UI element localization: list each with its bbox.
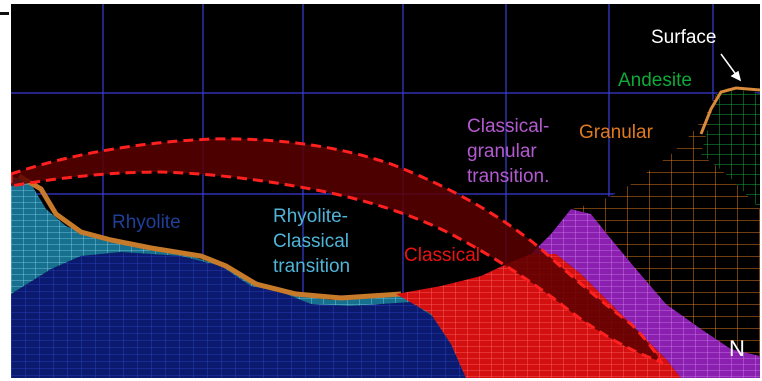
boundary-layer [17,173,402,301]
classical-granular-label-line2: granular [467,141,537,162]
andesite-label: Andesite [618,70,692,91]
andesite-unit [701,88,760,209]
cross-section-diagram [11,4,760,378]
rhyolite-classical-label-line1: Rhyolite- [273,206,348,227]
classical-granular-transition-unit [531,209,760,378]
classical-unit [396,254,681,378]
classical-lens-outline [11,137,665,365]
rhyolite-classical-label-line3: transition [273,256,351,277]
surface-line [699,86,760,135]
surface-label: Surface [651,27,717,48]
classical-granular-label-line1: Classical- [467,116,550,137]
cross-section-panel: Surface Andesite Granular Classical- gra… [11,4,760,378]
north-indicator: N [729,336,745,361]
rhyolite-unit [11,252,491,378]
granular-label: Granular [579,122,653,143]
classical-label: Classical [404,245,481,266]
rhyolite-classical-label-line2: Classical [273,231,350,252]
surface-arrow [720,53,742,82]
edge-tick-mark [0,12,9,15]
classical-granular-label-line3: transition. [467,166,550,187]
rhyolite-label: Rhyolite [112,212,181,233]
